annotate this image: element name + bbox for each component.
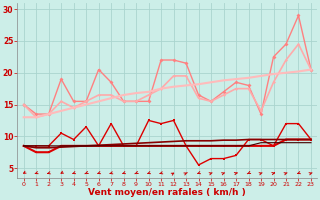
X-axis label: Vent moyen/en rafales ( km/h ): Vent moyen/en rafales ( km/h ) — [88, 188, 246, 197]
